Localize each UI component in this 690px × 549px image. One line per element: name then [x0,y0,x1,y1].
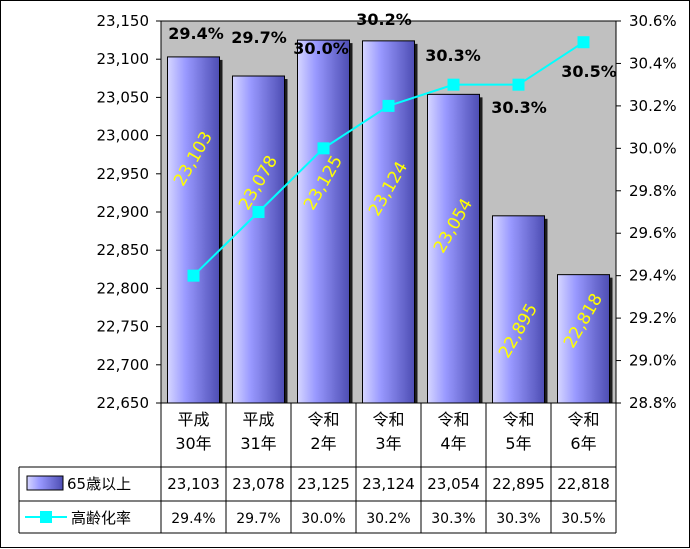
table-cell-count: 23,103 [167,475,220,493]
left-tick-label: 23,050 [97,88,150,106]
table-cell-count: 22,818 [557,475,610,493]
right-tick-label: 29.0% [629,352,677,370]
legend-line-marker [40,511,52,523]
rate-value-label: 29.7% [231,28,287,47]
rate-value-label: 30.3% [425,46,481,65]
right-tick-label: 28.8% [629,394,677,412]
right-tick-label: 29.2% [629,309,677,327]
bar-1 [167,56,220,404]
table-cell-count: 23,124 [362,475,415,493]
left-tick-label: 22,950 [97,165,150,183]
rate-value-label: 30.5% [561,62,617,81]
category-label-line2: 5年 [505,434,531,453]
rate-value-label: 30.0% [293,39,349,58]
rate-point-5 [447,78,460,91]
left-tick-label: 22,850 [97,241,150,259]
bar-5 [427,93,480,404]
table-cell-rate: 30.0% [301,511,345,527]
right-tick-label: 29.6% [629,224,677,242]
rate-point-1 [187,269,200,282]
rate-value-label: 30.3% [491,98,547,117]
table-cell-count: 23,125 [297,475,350,493]
category-label-line2: 31年 [240,434,276,453]
left-tick-label: 23,150 [97,12,150,30]
category-label-line1: 令和 [437,410,469,429]
category-label-line2: 4年 [440,434,466,453]
category-label-line2: 30年 [175,434,211,453]
category-label-line2: 2年 [310,434,336,453]
legend-bar-swatch [26,475,64,491]
table-cell-rate: 30.3% [496,511,540,527]
left-tick-label: 22,800 [97,279,150,297]
table-cell-count: 23,054 [427,475,480,493]
left-tick-label: 22,650 [97,394,150,412]
category-label-line1: 令和 [502,410,534,429]
rate-value-label: 30.2% [356,10,412,29]
category-label-line1: 平成 [177,410,209,429]
right-tick-label: 30.4% [629,54,677,72]
rate-point-4 [382,99,395,112]
category-label-line1: 平成 [242,410,274,429]
table-cell-count: 22,895 [492,475,545,493]
right-tick-label: 30.2% [629,97,677,115]
rate-point-3 [317,142,330,155]
table-cell-rate: 29.7% [236,511,280,527]
left-tick-label: 23,000 [97,127,150,145]
left-tick-label: 22,750 [97,318,150,336]
legend-line-name: 高齢化率 [71,509,131,527]
legend-bar-name: 65歳以上 [67,475,131,493]
rate-point-7 [577,36,590,49]
left-tick-label: 23,100 [97,50,150,68]
bar-4 [362,40,415,404]
right-tick-label: 30.0% [629,139,677,157]
table-cell-rate: 30.5% [561,511,605,527]
table-cell-rate: 30.3% [431,511,475,527]
bar-6 [492,215,545,404]
table-cell-rate: 29.4% [171,511,215,527]
rate-point-6 [512,78,525,91]
left-tick-label: 22,900 [97,203,150,221]
bar-7 [557,274,610,404]
category-label-line1: 令和 [567,410,599,429]
category-label-line2: 3年 [375,434,401,453]
right-tick-label: 30.6% [629,12,677,30]
bar-3 [297,39,350,404]
right-tick-label: 29.8% [629,182,677,200]
bar-2 [232,75,285,404]
right-tick-label: 29.4% [629,267,677,285]
category-label-line2: 6年 [570,434,596,453]
table-cell-count: 23,078 [232,475,285,493]
category-label-line1: 令和 [372,410,404,429]
table-cell-rate: 30.2% [366,511,410,527]
category-label-line1: 令和 [307,410,339,429]
left-tick-label: 22,700 [97,356,150,374]
rate-point-2 [252,206,265,218]
rate-value-label: 29.4% [168,24,224,43]
